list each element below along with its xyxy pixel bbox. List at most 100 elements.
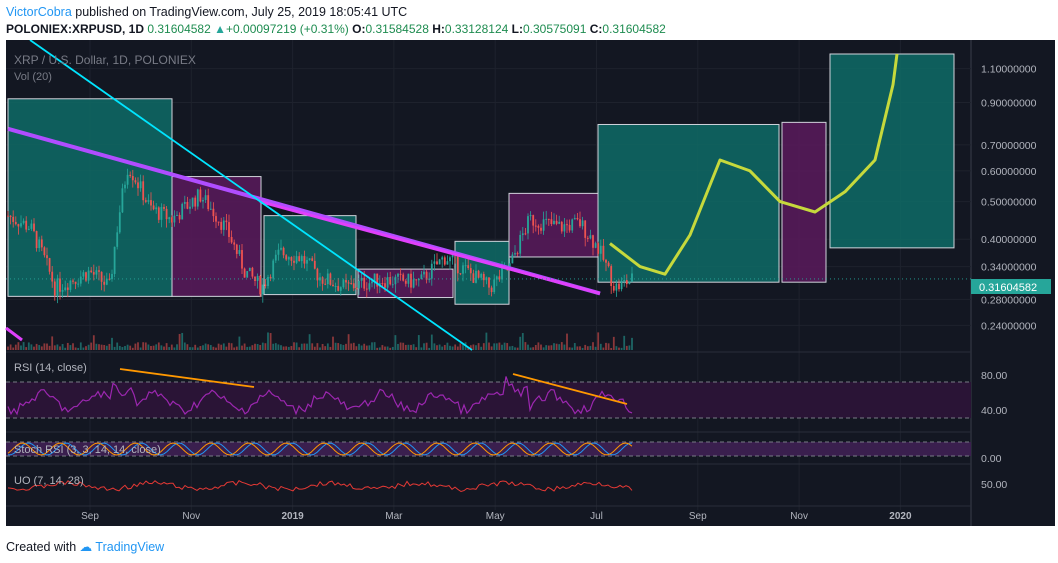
last-price: 0.31604582 bbox=[147, 22, 211, 36]
volume-bar bbox=[82, 347, 85, 350]
candle-body bbox=[472, 273, 475, 283]
candle-body bbox=[521, 233, 524, 235]
tradingview-logo-icon: ☁ bbox=[79, 540, 93, 554]
volume-bar bbox=[436, 345, 438, 350]
time-tick-label: Nov bbox=[790, 511, 808, 522]
candle-body bbox=[79, 276, 82, 284]
candle-body bbox=[589, 235, 592, 239]
volume-bar bbox=[248, 346, 251, 350]
volume-bar bbox=[142, 342, 145, 350]
volume-bar bbox=[334, 342, 337, 350]
candle-body bbox=[321, 277, 324, 284]
candle-body bbox=[352, 283, 355, 289]
candle-body bbox=[238, 250, 241, 254]
candle-body bbox=[77, 283, 80, 285]
volume-bar bbox=[228, 342, 230, 350]
candle-body bbox=[27, 228, 30, 230]
candle-body bbox=[152, 205, 155, 210]
volume-bar bbox=[391, 346, 394, 350]
volume-bar bbox=[573, 343, 576, 350]
candle-body bbox=[282, 247, 285, 256]
price-tick-label: 1.10000000 bbox=[981, 64, 1037, 76]
volume-bar bbox=[176, 344, 178, 350]
volume-bar bbox=[285, 346, 288, 350]
candle-body bbox=[417, 278, 420, 281]
candle-body bbox=[602, 245, 605, 260]
volume-bar bbox=[316, 343, 319, 350]
chart-canvas[interactable]: 1.10000000 0.90000000 0.70000000 0.60000000… bbox=[0, 40, 1058, 530]
volume-bar bbox=[347, 334, 350, 350]
volume-bar bbox=[550, 345, 553, 350]
price-axis: 1.10000000 0.90000000 0.70000000 0.60000000… bbox=[981, 64, 1037, 491]
candle-body bbox=[482, 273, 485, 281]
open-label: O: bbox=[352, 22, 366, 36]
candle-body bbox=[147, 200, 150, 202]
symbol-label: POLONIEX:XRPUSD, 1D bbox=[6, 22, 145, 36]
candle-body bbox=[137, 182, 139, 189]
price-tick-label: 0.60000000 bbox=[981, 166, 1037, 178]
candle-body bbox=[150, 200, 152, 206]
candle-body bbox=[142, 181, 145, 201]
volume-bar bbox=[576, 346, 579, 350]
candle-body bbox=[311, 258, 314, 261]
volume-bar bbox=[173, 347, 176, 350]
volume-bar bbox=[534, 345, 537, 350]
candle-body bbox=[228, 222, 230, 237]
candle-body bbox=[59, 278, 61, 292]
candle-body bbox=[345, 280, 347, 283]
volume-bar bbox=[381, 345, 384, 350]
candle-body bbox=[402, 274, 405, 281]
volume-bar bbox=[105, 345, 108, 350]
time-tick-label: 2020 bbox=[889, 511, 912, 522]
volume-bar bbox=[256, 344, 259, 350]
candle-body bbox=[17, 224, 20, 227]
candle-body bbox=[615, 283, 618, 291]
candle-body bbox=[553, 220, 555, 225]
volume-bar bbox=[7, 346, 9, 350]
candle-body bbox=[46, 255, 48, 259]
candle-body bbox=[165, 208, 168, 220]
price-tick-label: 0.28000000 bbox=[981, 294, 1037, 306]
candle-body bbox=[628, 281, 631, 285]
volume-bar bbox=[352, 342, 355, 350]
volume-bar bbox=[163, 346, 165, 350]
volume-bar bbox=[98, 344, 100, 350]
candle-body bbox=[118, 212, 121, 233]
volume-bar bbox=[92, 335, 95, 350]
volume-bar bbox=[425, 342, 428, 350]
candle-body bbox=[87, 270, 90, 281]
candle-body bbox=[490, 287, 493, 293]
candle-body bbox=[449, 257, 451, 262]
volume-bar bbox=[280, 345, 282, 350]
volume-bar bbox=[467, 347, 470, 350]
volume-bar bbox=[540, 344, 542, 350]
candle-body bbox=[480, 273, 483, 278]
candle-body bbox=[579, 219, 581, 227]
volume-bar bbox=[605, 342, 607, 350]
candle-body bbox=[215, 216, 217, 222]
candle-body bbox=[98, 270, 100, 272]
volume-bar bbox=[568, 347, 571, 350]
author-name[interactable]: VictorCobra bbox=[6, 5, 72, 19]
candle-body bbox=[72, 280, 74, 282]
candle-body bbox=[191, 197, 194, 207]
volume-bar bbox=[85, 346, 87, 350]
volume-bar bbox=[100, 344, 103, 350]
rsi-divergence-1 bbox=[119, 368, 255, 388]
volume-bar bbox=[168, 347, 171, 350]
low-label: L: bbox=[511, 22, 523, 36]
candle-body bbox=[12, 216, 15, 222]
candle-body bbox=[368, 283, 371, 290]
candle-body bbox=[243, 268, 246, 278]
candle-body bbox=[324, 283, 327, 285]
volume-bar bbox=[563, 344, 566, 350]
volume-bar bbox=[137, 342, 139, 350]
volume-bar bbox=[547, 345, 550, 350]
volume-bar bbox=[355, 346, 358, 350]
candle-body bbox=[181, 203, 184, 220]
candle-body bbox=[376, 273, 379, 287]
volume-bar bbox=[415, 347, 418, 350]
candle-body bbox=[456, 255, 459, 274]
tradingview-link[interactable]: TradingView bbox=[95, 540, 165, 554]
candle-body bbox=[332, 284, 334, 287]
